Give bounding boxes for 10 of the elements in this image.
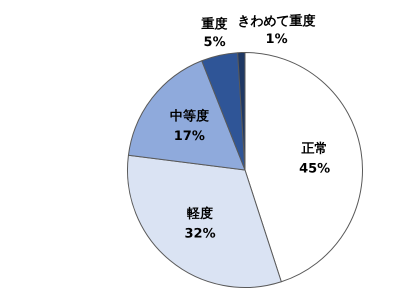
data-label: 32% (184, 226, 216, 242)
slice-label: 正常 (300, 141, 328, 156)
data-label: 5% (204, 35, 226, 50)
slice-label: 重度 (200, 16, 228, 32)
slice-label: 軽度 (186, 206, 214, 222)
data-label: 45% (299, 161, 330, 176)
data-label: 17% (174, 129, 205, 144)
data-label: 1% (266, 32, 288, 47)
slice-label: 中等度 (170, 108, 209, 124)
slice-label: きわめて重度 (238, 12, 316, 29)
